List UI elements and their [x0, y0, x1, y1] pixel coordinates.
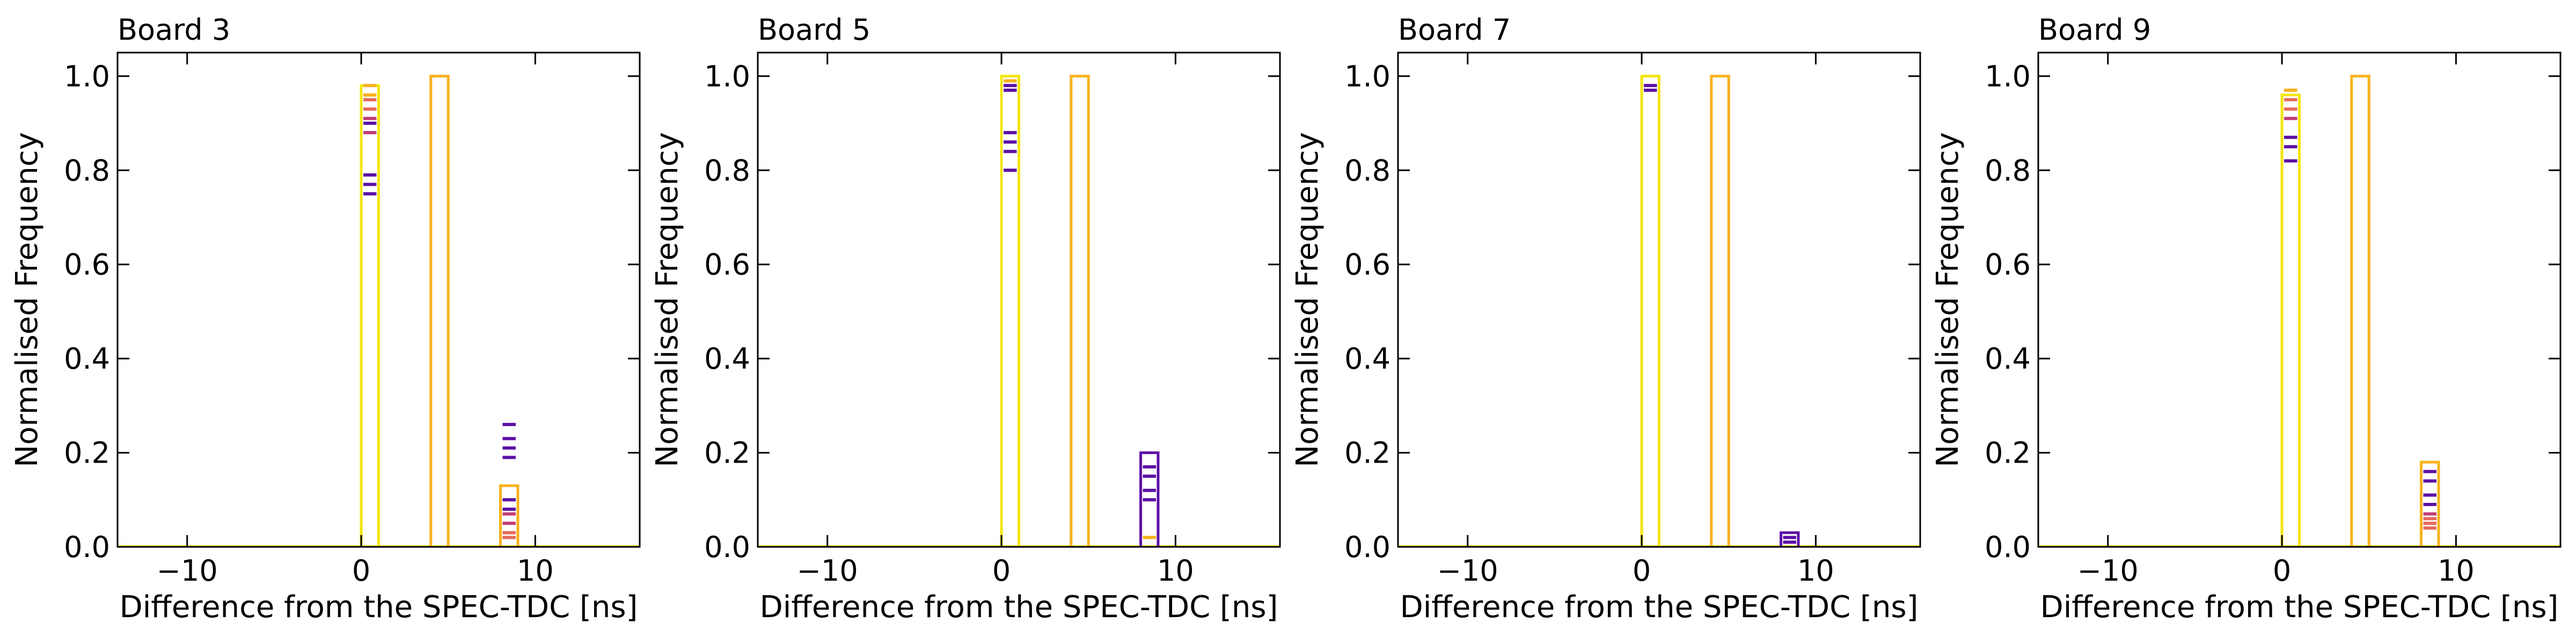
y-tick-label: 0.4	[704, 342, 750, 376]
x-tick-label: 0	[992, 554, 1011, 588]
histogram-bar-3	[499, 484, 519, 547]
x-axis-label: Difference from the SPEC-TDC [ns]	[1400, 590, 1919, 625]
x-tick-label: 0	[352, 554, 370, 588]
y-axis-label: Normalised Frequency	[1290, 132, 1325, 467]
y-tick-label: 0.4	[64, 342, 110, 376]
y-tick-label: 0.2	[64, 436, 110, 470]
histogram-bar-1	[360, 84, 380, 547]
x-tick-label: 10	[1797, 554, 1834, 588]
x-tick-label: 10	[1157, 554, 1194, 588]
y-tick-label: 0.0	[1344, 530, 1391, 564]
histogram-bar-1	[1640, 75, 1660, 547]
y-axis-label: Normalised Frequency	[1930, 132, 1965, 467]
y-axis-label: Normalised Frequency	[650, 132, 685, 467]
y-tick-label: 1.0	[64, 60, 110, 93]
x-tick-label: 0	[1633, 554, 1651, 588]
y-tick-label: 1.0	[1985, 60, 2031, 93]
y-tick-label: 0.8	[64, 153, 110, 187]
y-tick-label: 0.6	[1985, 248, 2031, 282]
y-tick-label: 0.8	[1344, 153, 1391, 187]
y-tick-label: 0.4	[1985, 342, 2031, 376]
axes-frame	[116, 52, 641, 548]
x-tick-label: 10	[2438, 554, 2475, 588]
histogram-bar-1	[1000, 75, 1020, 547]
x-tick-label: −10	[1437, 554, 1498, 588]
histogram-bar-2	[2350, 75, 2370, 547]
axes-frame	[757, 52, 1281, 548]
axes-frame	[1397, 52, 1921, 548]
y-tick-label: 0.4	[1344, 342, 1391, 376]
x-tick-label: 0	[2273, 554, 2291, 588]
histogram-bar-3	[2420, 460, 2440, 547]
x-tick-label: −10	[157, 554, 218, 588]
y-tick-label: 0.0	[1985, 530, 2031, 564]
histogram-bar-3	[1139, 451, 1160, 547]
y-tick-label: 0.2	[1344, 436, 1391, 470]
y-tick-label: 1.0	[704, 60, 750, 93]
histogram-bar-2	[1070, 75, 1090, 547]
axes-frame	[2037, 52, 2562, 548]
y-tick-label: 0.0	[64, 530, 110, 564]
x-tick-label: 10	[517, 554, 554, 588]
x-axis-label: Difference from the SPEC-TDC [ns]	[2040, 590, 2559, 625]
y-axis-label: Normalised Frequency	[10, 132, 45, 467]
x-axis-label: Difference from the SPEC-TDC [ns]	[120, 590, 638, 625]
x-tick-label: −10	[797, 554, 858, 588]
panel-title: Board 7	[1398, 13, 1511, 47]
y-tick-label: 0.2	[704, 436, 750, 470]
histogram-bar-3	[1780, 531, 1800, 547]
y-tick-label: 0.6	[704, 248, 750, 282]
y-tick-label: 0.6	[64, 248, 110, 282]
y-tick-label: 1.0	[1344, 60, 1391, 93]
y-tick-label: 0.2	[1985, 436, 2031, 470]
x-axis-label: Difference from the SPEC-TDC [ns]	[760, 590, 1278, 625]
histogram-bar-1	[2280, 93, 2301, 547]
y-tick-label: 0.6	[1344, 248, 1391, 282]
panel-title: Board 9	[2038, 13, 2151, 47]
panel-title: Board 5	[758, 13, 870, 47]
y-tick-label: 0.8	[1985, 153, 2031, 187]
y-tick-label: 0.0	[704, 530, 750, 564]
x-tick-label: −10	[2077, 554, 2139, 588]
histogram-bar-2	[429, 75, 450, 547]
panel-title: Board 3	[118, 13, 230, 47]
histogram-bar-2	[1710, 75, 1730, 547]
y-tick-label: 0.8	[704, 153, 750, 187]
